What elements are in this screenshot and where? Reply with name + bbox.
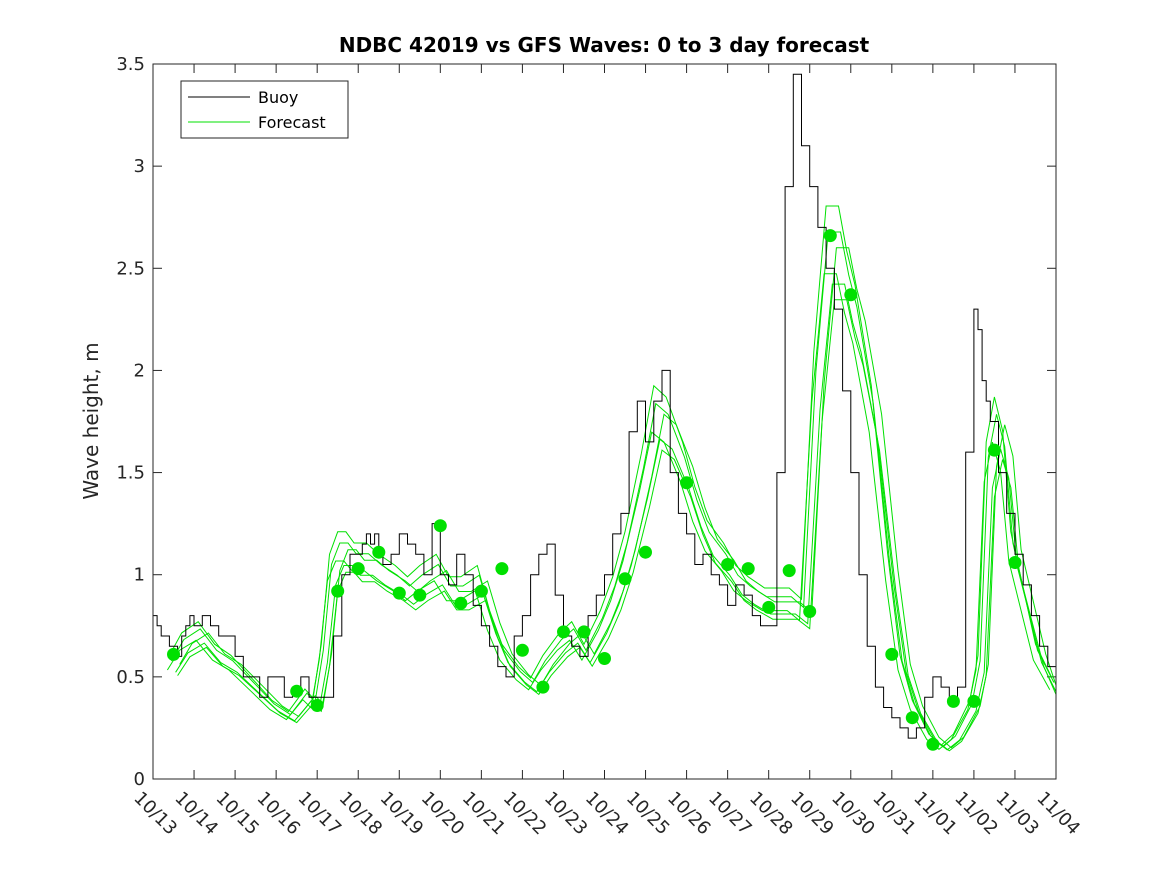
legend: Buoy Forecast — [180, 80, 349, 139]
forecast-marker — [823, 229, 837, 243]
forecast-marker — [618, 572, 632, 586]
axes-box — [152, 63, 1057, 780]
legend-buoy-label: Buoy — [258, 88, 298, 107]
forecast-marker — [680, 476, 694, 490]
forecast-marker — [926, 737, 940, 751]
y-tick-label: 2.5 — [116, 258, 145, 279]
forecast-marker — [905, 711, 919, 725]
y-tick-label: 0.5 — [116, 667, 145, 688]
forecast-marker — [598, 652, 611, 665]
forecast-line-run — [168, 205, 1053, 746]
y-tick-label: 3 — [134, 156, 145, 177]
forecast-marker — [290, 684, 304, 698]
forecast-marker — [351, 562, 365, 576]
forecast-marker — [413, 588, 427, 602]
plot-area — [153, 64, 1056, 779]
forecast-markers — [167, 229, 1022, 751]
y-axis-label: Wave height, m — [79, 342, 103, 499]
axis-ticks — [152, 63, 1057, 780]
y-tick-label: 3.5 — [116, 54, 145, 75]
forecast-marker — [1008, 556, 1022, 569]
forecast-lines — [166, 205, 1057, 752]
legend-forecast-label: Forecast — [258, 113, 326, 132]
forecast-line-run — [166, 273, 1051, 750]
forecast-marker — [987, 443, 1001, 457]
forecast-marker — [433, 519, 447, 533]
forecast-marker — [885, 647, 899, 661]
forecast-marker — [515, 643, 529, 657]
forecast-marker — [782, 564, 796, 578]
chart-title: NDBC 42019 vs GFS Waves: 0 to 3 day fore… — [339, 33, 870, 57]
forecast-marker — [844, 288, 858, 302]
forecast-marker — [946, 694, 960, 708]
forecast-marker — [639, 545, 652, 559]
y-tick-label: 2 — [134, 360, 145, 381]
forecast-marker — [310, 699, 324, 712]
forecast-marker — [392, 586, 406, 600]
forecast-marker — [372, 545, 386, 559]
legend-box — [180, 80, 349, 139]
forecast-marker — [967, 694, 981, 708]
y-tick-label: 1.5 — [116, 463, 145, 484]
forecast-line-run — [175, 283, 1057, 751]
forecast-marker — [721, 558, 735, 571]
forecast-marker — [454, 596, 468, 610]
y-tick-label: 0 — [134, 769, 145, 790]
forecast-marker — [495, 562, 509, 576]
forecast-line-run — [177, 299, 1057, 752]
forecast-marker — [803, 605, 817, 618]
forecast-marker — [474, 584, 488, 598]
forecast-marker — [762, 600, 776, 614]
forecast-marker — [331, 584, 345, 598]
forecast-marker — [167, 647, 180, 661]
y-tick-labels: 0 0.5 1 1.5 2 2.5 3 3.5 — [116, 54, 145, 790]
forecast-marker — [536, 680, 550, 694]
forecast-marker — [741, 562, 755, 576]
forecast-line-run — [179, 247, 1057, 749]
forecast-marker — [577, 625, 591, 639]
y-tick-label: 1 — [134, 565, 145, 586]
forecast-marker — [557, 625, 570, 639]
